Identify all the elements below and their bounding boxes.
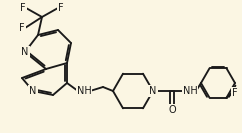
Text: N: N [21, 47, 29, 57]
Text: O: O [168, 105, 176, 115]
Text: F: F [19, 23, 25, 33]
Text: NH: NH [77, 86, 91, 96]
Text: F: F [232, 88, 237, 98]
Text: NH: NH [183, 86, 197, 96]
Text: N: N [149, 86, 157, 96]
Text: N: N [29, 86, 37, 96]
Text: F: F [20, 3, 26, 13]
Text: F: F [58, 3, 64, 13]
